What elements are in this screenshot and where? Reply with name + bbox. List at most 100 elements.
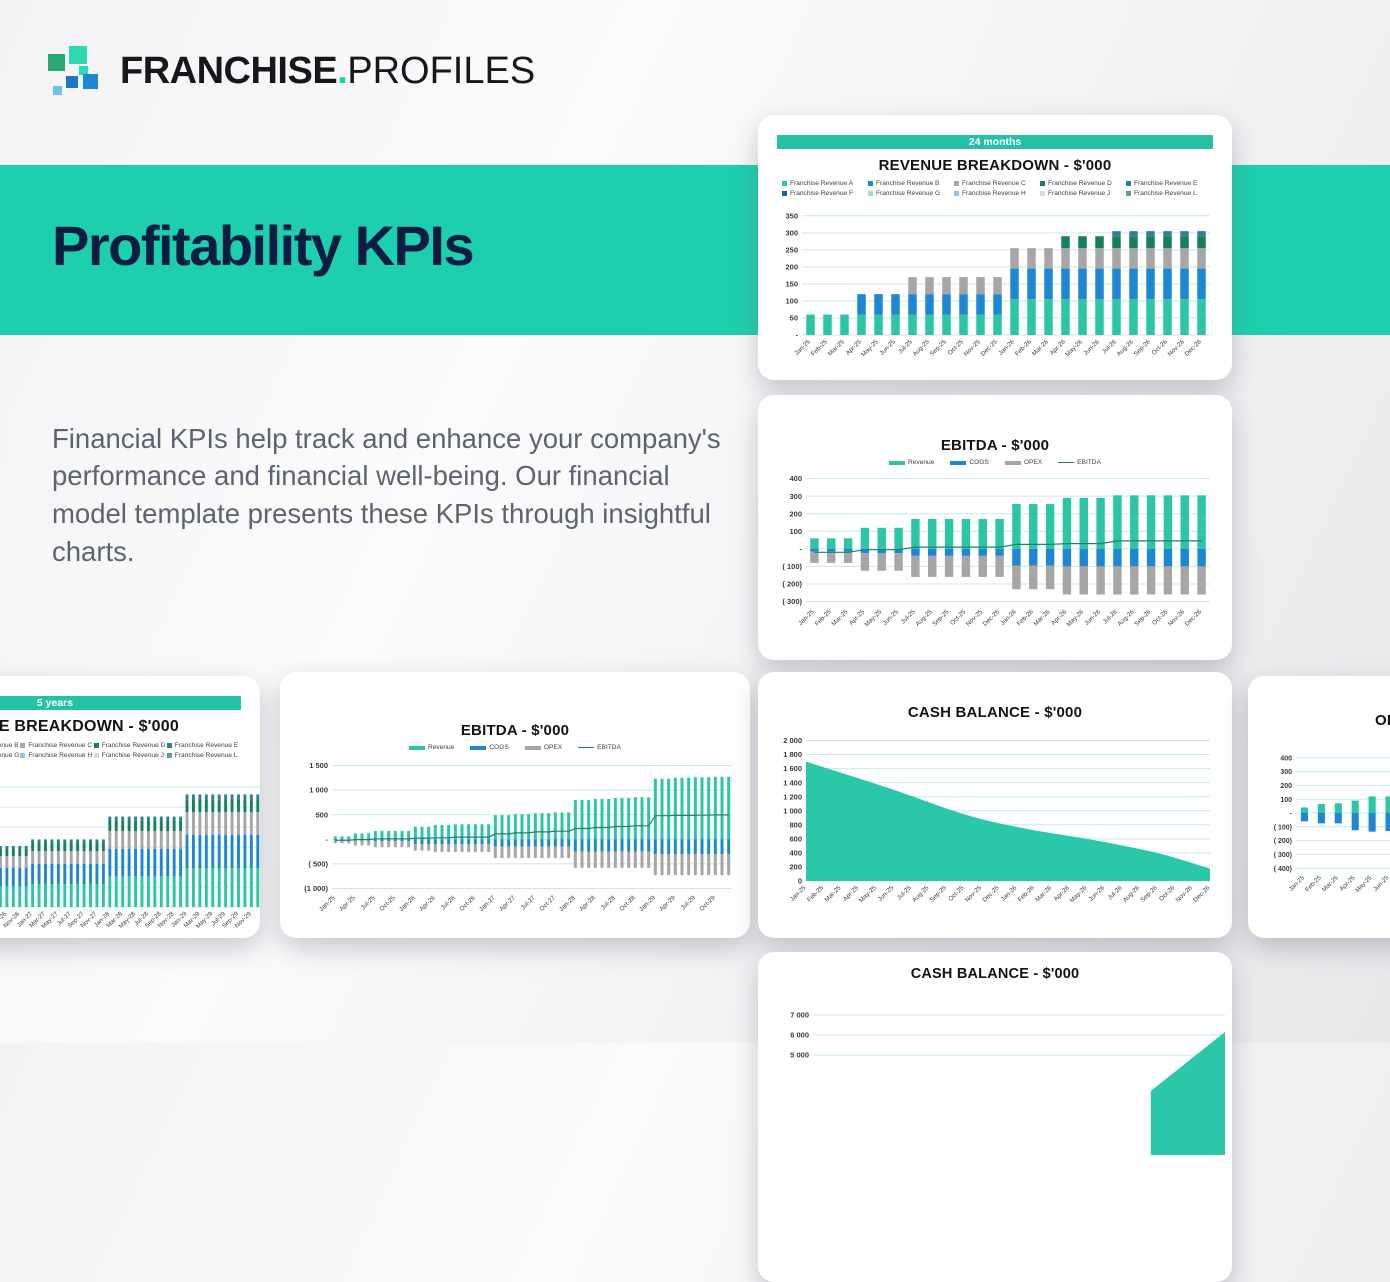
svg-text:Nov-26: Nov-26 (1167, 608, 1187, 628)
svg-text:Feb-25: Feb-25 (814, 608, 833, 627)
legend-swatch-icon (782, 181, 787, 186)
svg-text:Feb-26: Feb-26 (1017, 884, 1036, 903)
legend-item: COGS (470, 744, 509, 751)
legend-swatch-icon (524, 745, 541, 750)
legend-item: Franchise Revenue G (868, 190, 954, 197)
legend-item: Franchise Revenue G (0, 752, 20, 759)
page-title: Profitability KPIs (52, 214, 475, 277)
card-opex-partial: OPE 400 300 200 100 - ( 100) ( 200) ( 300) ( 400… (1248, 676, 1390, 938)
legend-swatch-icon (954, 181, 959, 186)
svg-text:Aug-25: Aug-25 (911, 884, 931, 904)
svg-text:150: 150 (785, 280, 798, 289)
svg-text:400: 400 (789, 849, 802, 858)
legend-label: OPEX (1023, 459, 1043, 466)
svg-text:( 400): ( 400) (1274, 866, 1292, 873)
brand-dot: . (337, 49, 348, 92)
legend-label: Franchise Revenue E (1134, 180, 1198, 187)
svg-text:Feb-25: Feb-25 (810, 338, 829, 357)
legend-item: Franchise Revenue H (954, 190, 1040, 197)
card-ebitda-24m: EBITDA - $'000 Revenue COGS OPEX EBITDA 400… (758, 395, 1232, 660)
svg-text:300: 300 (1280, 769, 1292, 776)
legend-label: Franchise Revenue D (1048, 180, 1112, 187)
svg-text:Mar-26: Mar-26 (1032, 608, 1051, 627)
svg-text:Sep-25: Sep-25 (931, 608, 951, 628)
legend-swatch-icon (1126, 191, 1131, 196)
svg-text:Oct-25: Oct-25 (947, 884, 966, 903)
svg-text:-: - (326, 835, 329, 844)
svg-text:Nov-25: Nov-25 (963, 338, 983, 358)
svg-text:May-26: May-26 (1065, 608, 1085, 628)
legend-swatch-icon (950, 460, 967, 465)
svg-text:Jan-26: Jan-26 (997, 338, 1016, 357)
svg-text:Apr-25: Apr-25 (338, 894, 357, 913)
legend-item: Franchise Revenue C (954, 180, 1040, 187)
svg-text:( 200): ( 200) (1274, 838, 1292, 845)
svg-text:400: 400 (789, 474, 802, 483)
svg-text:Jan-25: Jan-25 (797, 608, 816, 627)
cash-balance-24m-chart: 2 000 1 800 1 600 1 400 1 200 1 000 800 600 400 2… (783, 736, 1212, 904)
opex-24m-chart: 400 300 200 100 - ( 100) ( 200) ( 300) ( 400)Jan… (1274, 755, 1390, 894)
legend-item: Franchise Revenue C (20, 742, 93, 749)
svg-text:Feb-25: Feb-25 (806, 884, 825, 903)
legend-item: Franchise Revenue L (166, 752, 240, 759)
legend-item: Franchise Revenue B (868, 180, 954, 187)
svg-text:Jun-25: Jun-25 (878, 338, 897, 357)
svg-text:Jan-29: Jan-29 (638, 894, 657, 913)
svg-text:Oct-29: Oct-29 (698, 894, 717, 913)
legend-swatch-icon (868, 181, 873, 186)
legend-label: COGS (969, 459, 989, 466)
svg-text:Jan-26: Jan-26 (398, 894, 417, 913)
legend-label: Franchise Revenue A (790, 180, 854, 187)
svg-text:Jul-29: Jul-29 (680, 894, 697, 911)
revenue-breakdown-5y-chart: Jan-25Mar-25May-25Jul-25Sep-25Nov-25Jan-… (0, 786, 261, 930)
svg-text:Apr-26: Apr-26 (418, 894, 437, 913)
legend-item: Franchise Revenue H (20, 752, 93, 759)
svg-text:200: 200 (789, 863, 802, 872)
legend-label: Franchise Revenue J (1048, 190, 1111, 197)
svg-text:6 000: 6 000 (790, 1031, 809, 1040)
legend-label: Franchise Revenue E (174, 742, 239, 749)
svg-text:Dec-25: Dec-25 (982, 608, 1002, 628)
legend-swatch-icon (409, 745, 425, 750)
legend-label: COGS (489, 744, 509, 751)
brand-name: FRANCHISE.PROFILES (120, 50, 535, 93)
svg-text:0: 0 (798, 877, 802, 886)
legend-swatch-icon (1058, 462, 1075, 463)
svg-text:1 800: 1 800 (783, 750, 802, 759)
svg-text:May-26: May-26 (1069, 884, 1089, 904)
legend-label: Franchise Revenue B (0, 742, 19, 749)
legend-swatch-icon (1004, 460, 1021, 465)
legend-item: Franchise Revenue A (782, 180, 868, 187)
chart-title: CASH BALANCE - $'000 (907, 704, 1083, 721)
svg-text:Sep-25: Sep-25 (929, 884, 949, 904)
svg-text:5 000: 5 000 (790, 1051, 809, 1060)
svg-text:Sep-25: Sep-25 (929, 338, 949, 358)
svg-text:Mar-25: Mar-25 (827, 338, 846, 357)
svg-text:May-25: May-25 (863, 608, 883, 628)
legend-item: Franchise Revenue J (93, 752, 167, 759)
legend-swatch-icon (578, 747, 595, 748)
legend-swatch-icon (20, 753, 26, 758)
svg-text:Nov-26: Nov-26 (1167, 338, 1187, 358)
brand-logo: FRANCHISE.PROFILES (48, 44, 535, 98)
legend-swatch-icon (470, 745, 487, 750)
svg-text:Sep-26: Sep-26 (1139, 884, 1159, 904)
svg-text:350: 350 (785, 211, 798, 220)
svg-text:50: 50 (790, 314, 798, 323)
legend-item: Franchise Revenue J (1040, 190, 1126, 197)
legend-item: Franchise Revenue B (0, 742, 20, 749)
svg-text:Aug-26: Aug-26 (1116, 608, 1136, 628)
svg-text:Dec-25: Dec-25 (980, 338, 1000, 358)
svg-text:May-26: May-26 (1064, 338, 1084, 358)
legend-label: Franchise Revenue C (962, 180, 1026, 187)
svg-text:500: 500 (315, 810, 328, 819)
svg-text:-: - (800, 544, 803, 553)
legend-item: Franchise Revenue D (1040, 180, 1126, 187)
card-cash-balance-5y-partial: CASH BALANCE - $'000 7 000 6 000 5 000 (758, 952, 1232, 1282)
svg-text:300: 300 (789, 492, 802, 501)
svg-text:300: 300 (785, 228, 798, 237)
legend-label: Revenue (428, 744, 455, 751)
legend-swatch-icon (93, 743, 99, 748)
